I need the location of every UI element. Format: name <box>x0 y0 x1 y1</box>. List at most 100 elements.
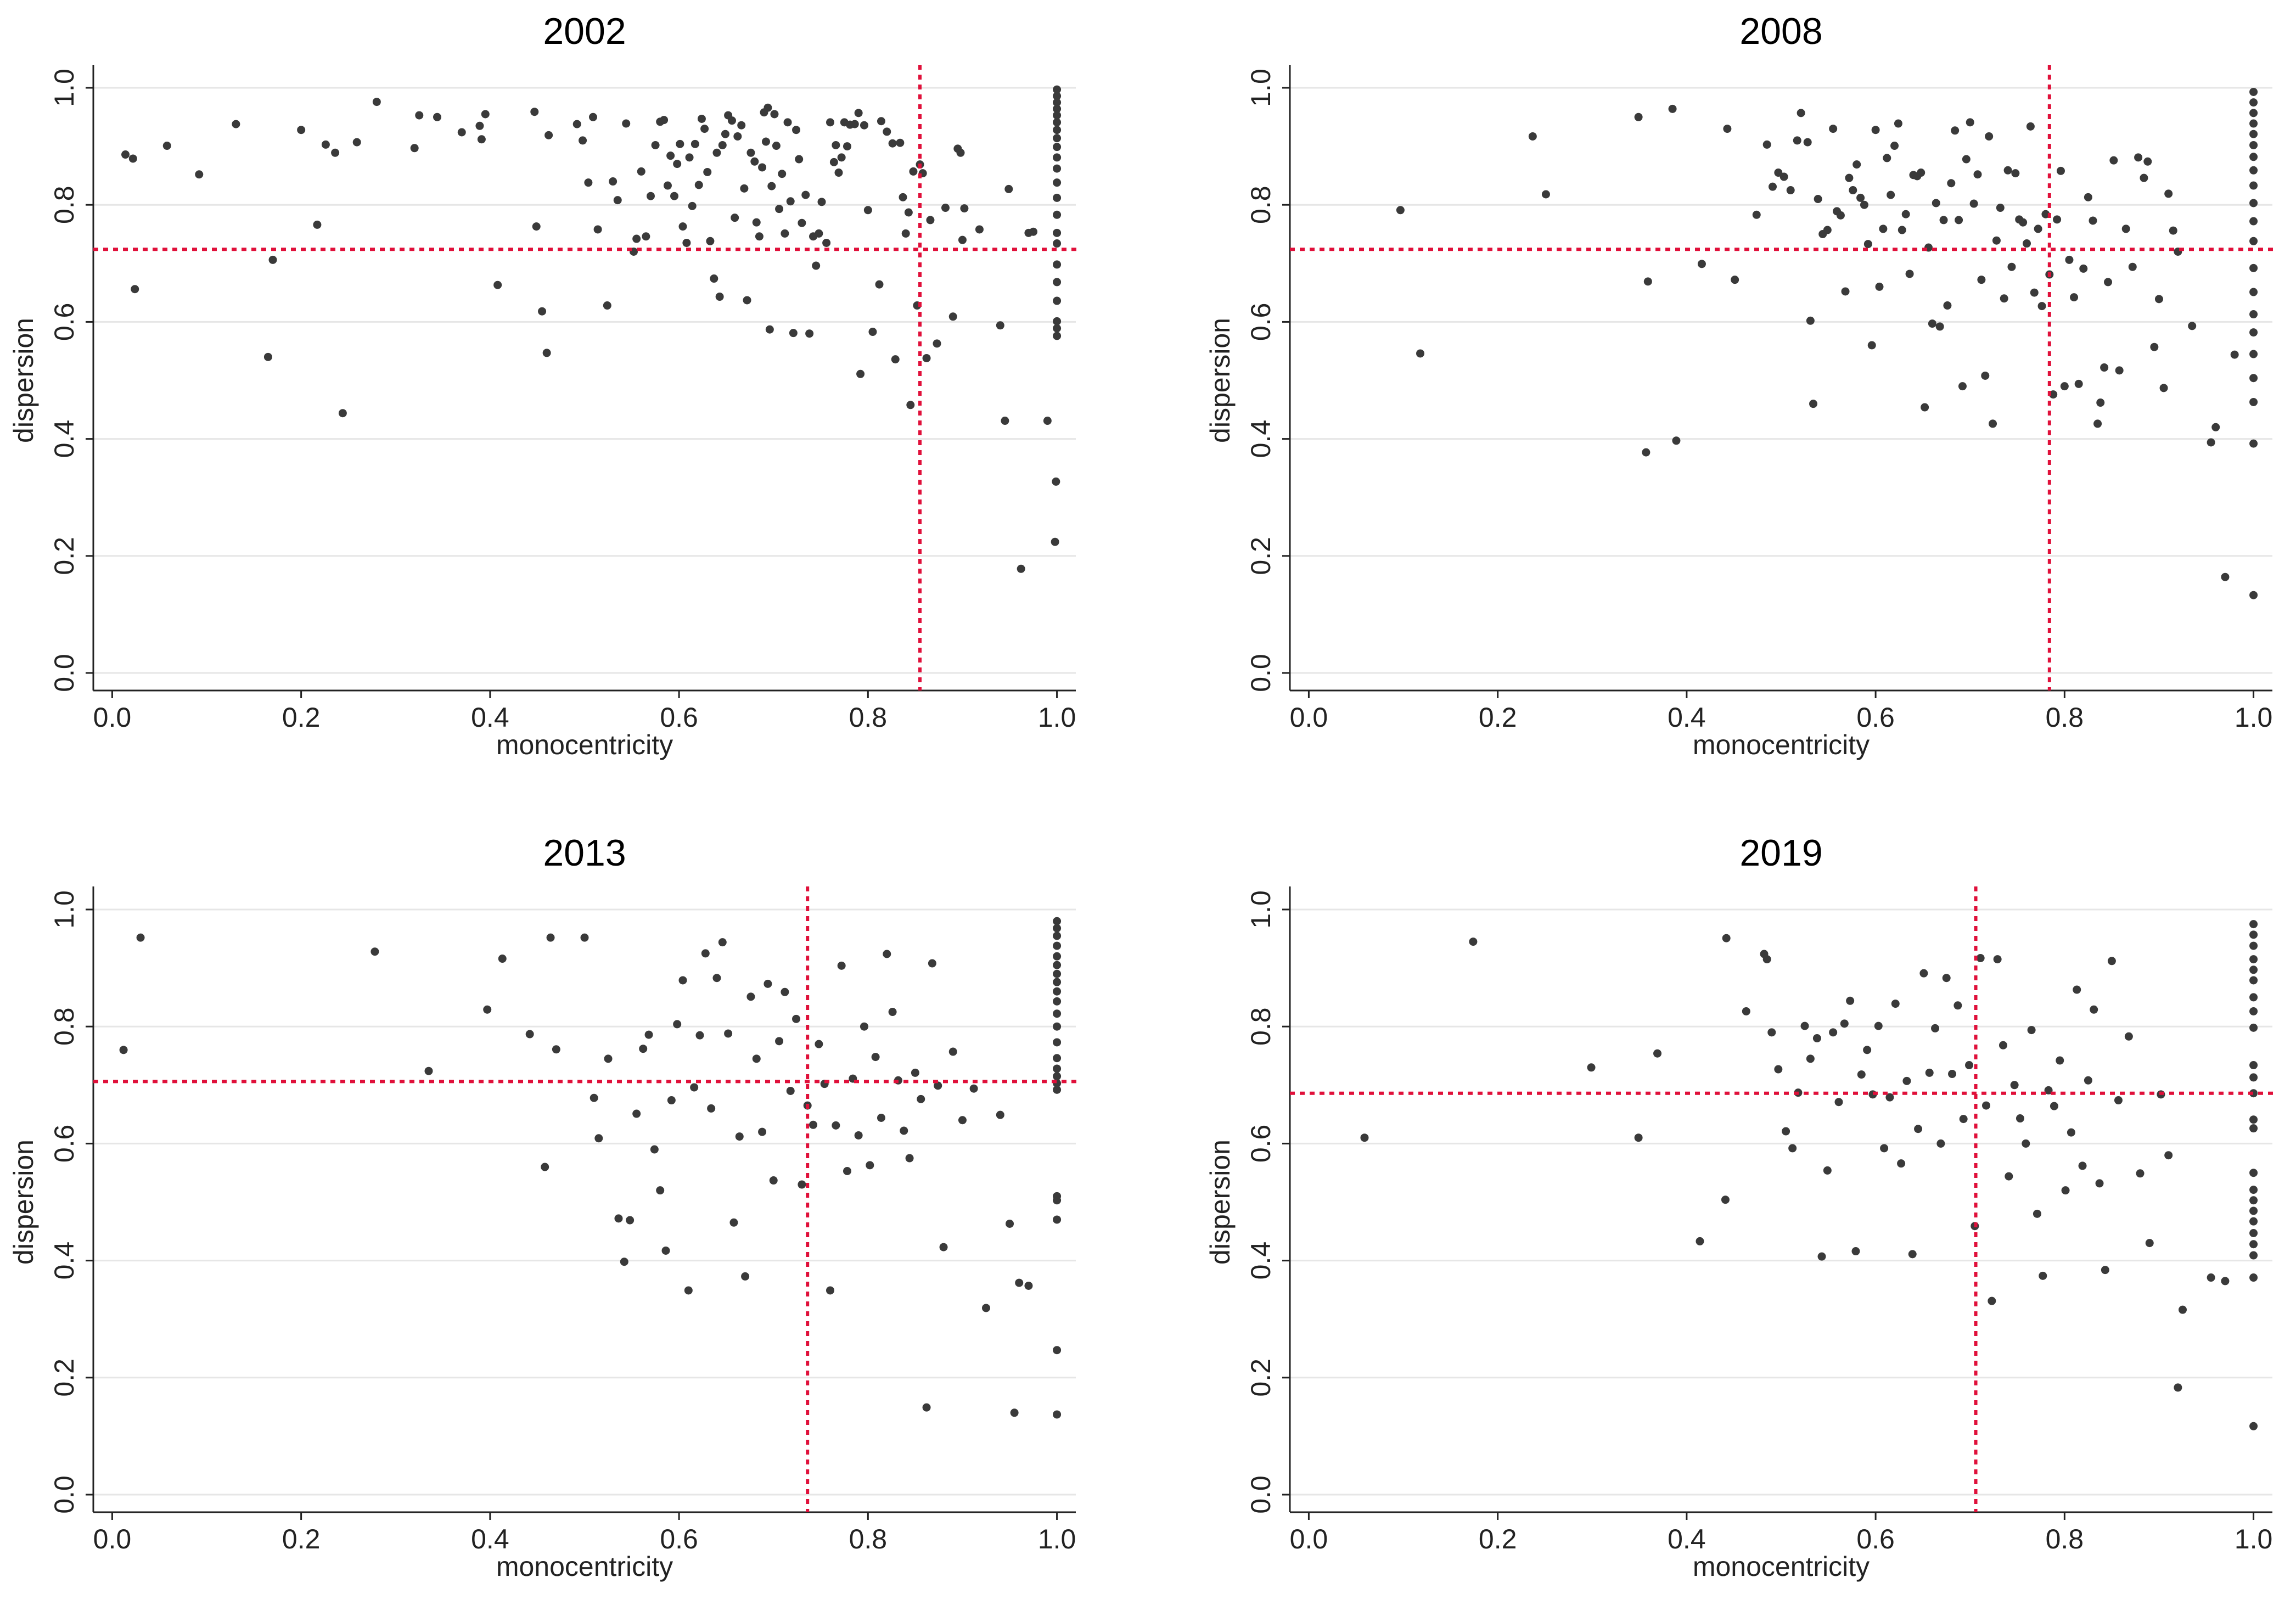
data-point <box>805 329 814 338</box>
data-point <box>136 933 145 942</box>
data-point <box>1053 260 1062 269</box>
data-point <box>673 1020 682 1029</box>
data-point <box>2056 1056 2064 1065</box>
data-point <box>195 170 204 179</box>
data-point <box>613 196 622 205</box>
data-point <box>2060 382 2069 391</box>
data-point <box>860 1022 868 1031</box>
x-tick-label: 1.0 <box>1038 1524 1076 1554</box>
data-point <box>1887 190 1895 199</box>
data-point <box>646 192 655 200</box>
data-point <box>875 280 884 289</box>
x-tick-label: 0.4 <box>471 1524 509 1554</box>
data-point <box>1762 140 1771 149</box>
data-point <box>1769 182 1777 191</box>
data-point <box>854 109 863 117</box>
y-tick-label: 0.6 <box>49 1125 80 1163</box>
data-point <box>1851 1247 1860 1256</box>
data-point <box>1939 216 1948 224</box>
data-point <box>594 1134 603 1143</box>
data-point <box>2079 264 2088 273</box>
data-point <box>1856 193 1865 202</box>
data-point <box>588 113 597 121</box>
data-point <box>1880 1144 1889 1153</box>
y-tick-label: 1.0 <box>1245 890 1276 929</box>
data-point <box>1587 1063 1596 1072</box>
data-point <box>1774 1065 1783 1074</box>
data-point <box>1953 1001 1962 1010</box>
data-point <box>650 1145 659 1154</box>
data-point <box>2207 438 2215 447</box>
data-point <box>2073 985 2081 994</box>
y-tick-label: 1.0 <box>1245 69 1276 107</box>
data-point <box>1006 1219 1014 1228</box>
data-point <box>877 1113 885 1122</box>
data-point <box>1053 92 1062 100</box>
x-tick-label: 0.8 <box>849 702 888 733</box>
data-point <box>1643 277 1652 286</box>
x-tick-label: 0.8 <box>2046 1524 2084 1554</box>
data-point <box>1053 969 1062 978</box>
data-point <box>834 169 843 177</box>
data-point <box>1053 1009 1062 1018</box>
data-point <box>703 167 712 176</box>
data-point <box>1360 1133 1369 1142</box>
data-point <box>769 1176 778 1185</box>
y-tick-label: 0.4 <box>1245 1242 1276 1280</box>
data-point <box>2249 1422 2258 1430</box>
data-point <box>2000 294 2008 303</box>
data-point <box>2090 1005 2098 1014</box>
data-point <box>2145 1239 2154 1248</box>
data-point <box>1823 226 1832 234</box>
data-point <box>2011 169 2020 178</box>
data-point <box>2107 957 2116 966</box>
data-point <box>829 158 838 166</box>
data-point <box>778 170 787 178</box>
y-tick-label: 0.0 <box>1245 654 1276 692</box>
y-tick-label: 0.8 <box>49 186 80 224</box>
data-point <box>2249 1089 2258 1098</box>
data-point <box>1932 199 1940 207</box>
data-point <box>1774 169 1783 177</box>
data-point <box>960 204 969 213</box>
data-point <box>352 138 361 147</box>
data-point <box>1634 1133 1643 1142</box>
data-point <box>2084 1076 2092 1085</box>
data-point <box>700 125 709 133</box>
data-point <box>1053 1038 1062 1047</box>
panel-title: 2013 <box>543 832 626 874</box>
data-point <box>798 218 806 227</box>
data-point <box>1863 240 1872 249</box>
data-point <box>2249 941 2258 950</box>
data-point <box>1857 1070 1866 1079</box>
data-point <box>1053 1072 1062 1081</box>
data-point <box>1053 924 1062 933</box>
data-point <box>2249 397 2258 406</box>
data-point <box>2207 1273 2215 1282</box>
data-point <box>1004 184 1013 193</box>
data-point <box>1672 436 1681 445</box>
data-point <box>2249 976 2258 985</box>
data-point <box>1999 1041 2007 1049</box>
data-point <box>888 1008 897 1017</box>
data-point <box>729 1218 738 1227</box>
data-point <box>620 1258 628 1266</box>
data-point <box>1053 134 1062 143</box>
data-point <box>2249 153 2258 161</box>
data-point <box>801 190 810 199</box>
data-point <box>718 938 727 947</box>
data-point <box>765 325 774 334</box>
y-tick-label: 0.0 <box>49 654 80 692</box>
data-point <box>1723 125 1732 133</box>
data-point <box>2041 210 2050 218</box>
data-point <box>2026 122 2035 131</box>
data-point <box>1829 125 1838 133</box>
x-tick-label: 0.6 <box>660 1524 698 1554</box>
data-point <box>1981 371 1990 380</box>
data-point <box>690 1083 699 1092</box>
data-point <box>1053 931 1062 940</box>
data-point <box>2100 363 2109 372</box>
data-point <box>1948 1070 1957 1079</box>
data-point <box>660 116 669 125</box>
data-point <box>572 120 581 128</box>
